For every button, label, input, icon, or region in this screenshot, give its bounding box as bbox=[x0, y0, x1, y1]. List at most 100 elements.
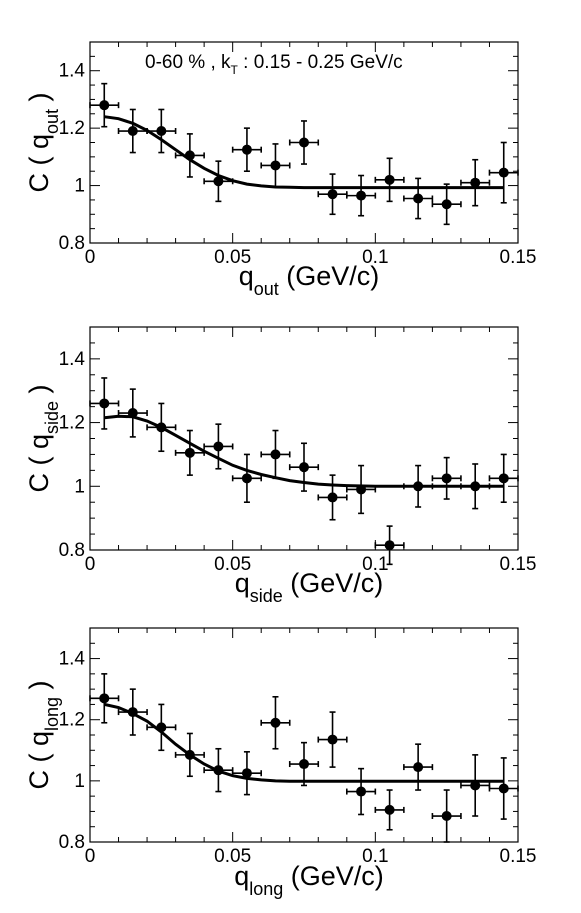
x-tick-label: 0.15 bbox=[500, 554, 537, 575]
data-marker bbox=[441, 199, 452, 210]
data-marker bbox=[327, 492, 338, 503]
data-point bbox=[460, 158, 491, 207]
x-axis-label: qout (GeV/c) bbox=[239, 261, 380, 299]
data-marker bbox=[384, 540, 395, 551]
data-marker bbox=[99, 100, 110, 111]
data-marker bbox=[498, 167, 509, 178]
data-marker bbox=[470, 177, 481, 188]
data-point bbox=[117, 688, 148, 736]
data-point bbox=[231, 751, 263, 796]
y-tick-label: 1.2 bbox=[59, 710, 85, 731]
data-point bbox=[117, 388, 148, 438]
y-tick-label: 1 bbox=[74, 176, 85, 197]
panel-side: 0 0.05 0.1 0.15 0.8 1 1.2 1.4 qside (GeV/c) C ( q… bbox=[24, 326, 537, 606]
x-tick-label: 0.05 bbox=[214, 554, 251, 575]
y-tick-label: 1.2 bbox=[59, 413, 85, 434]
data-marker bbox=[356, 484, 367, 495]
data-point bbox=[203, 747, 234, 793]
x-tick-label: 0.15 bbox=[500, 247, 537, 268]
y-tick-label: 1.4 bbox=[59, 349, 86, 370]
y-tick-label: 1 bbox=[74, 771, 85, 792]
data-marker bbox=[156, 722, 167, 733]
data-point bbox=[89, 377, 120, 430]
data-point bbox=[488, 757, 519, 820]
data-marker bbox=[241, 473, 252, 484]
data-point bbox=[488, 141, 519, 204]
data-point bbox=[345, 464, 377, 515]
data-point bbox=[146, 108, 177, 154]
plot-frame bbox=[89, 326, 519, 551]
x-tick-label: 0 bbox=[85, 554, 96, 575]
data-marker bbox=[498, 473, 509, 484]
x-tick-label: 0.05 bbox=[214, 846, 251, 867]
data-marker bbox=[441, 811, 452, 822]
data-marker bbox=[270, 449, 281, 460]
y-axis-label: C ( qside ) bbox=[24, 384, 62, 492]
data-marker bbox=[270, 717, 281, 728]
plot-frame bbox=[89, 627, 519, 843]
data-point bbox=[260, 429, 291, 480]
data-point bbox=[203, 423, 234, 470]
data-marker bbox=[384, 804, 395, 815]
data-marker bbox=[184, 447, 195, 458]
data-point bbox=[403, 177, 434, 220]
data-point bbox=[345, 767, 377, 816]
y-tick-label: 1.4 bbox=[59, 61, 86, 82]
data-point bbox=[288, 442, 320, 492]
data-marker bbox=[99, 693, 110, 704]
data-marker bbox=[156, 126, 167, 137]
data-marker bbox=[470, 481, 481, 492]
x-axis-label: qside (GeV/c) bbox=[235, 568, 384, 606]
data-marker bbox=[498, 783, 509, 794]
data-point bbox=[460, 754, 491, 817]
x-tick-label: 0.05 bbox=[214, 247, 251, 268]
y-tick-label: 1 bbox=[74, 476, 85, 497]
data-marker bbox=[213, 441, 224, 452]
data-point bbox=[317, 474, 348, 521]
y-tick-label: 0.8 bbox=[59, 832, 85, 853]
data-marker bbox=[156, 422, 167, 433]
data-point bbox=[231, 127, 263, 173]
data-point bbox=[288, 741, 320, 787]
data-point bbox=[403, 464, 434, 508]
data-marker bbox=[299, 462, 309, 473]
data-point bbox=[374, 525, 405, 566]
data-marker bbox=[213, 765, 224, 776]
data-point bbox=[288, 120, 320, 165]
data-point bbox=[146, 402, 177, 453]
data-point bbox=[117, 108, 148, 154]
y-axis-label: C ( qlong ) bbox=[24, 680, 62, 789]
data-point bbox=[403, 743, 434, 791]
data-point bbox=[374, 157, 405, 203]
data-point bbox=[431, 789, 462, 843]
centrality-kt-annotation: 0-60 % , kT : 0.15 - 0.25 GeV/c bbox=[145, 52, 403, 77]
data-marker bbox=[270, 160, 281, 171]
data-marker bbox=[213, 176, 224, 187]
data-marker bbox=[241, 768, 252, 779]
data-point bbox=[345, 174, 377, 217]
data-point bbox=[431, 456, 462, 500]
data-point bbox=[174, 133, 205, 178]
data-marker bbox=[470, 780, 481, 791]
data-marker bbox=[327, 189, 338, 200]
data-marker bbox=[299, 759, 309, 770]
data-marker bbox=[356, 786, 367, 797]
data-marker bbox=[413, 762, 424, 773]
data-marker bbox=[441, 473, 452, 484]
data-point bbox=[260, 695, 291, 750]
data-marker bbox=[184, 150, 195, 161]
x-tick-label: 0 bbox=[85, 247, 96, 268]
data-point bbox=[89, 82, 120, 128]
data-point bbox=[431, 183, 462, 226]
data-marker bbox=[384, 174, 395, 185]
data-point bbox=[203, 160, 234, 203]
data-marker bbox=[327, 734, 338, 745]
data-marker bbox=[99, 398, 110, 409]
data-point bbox=[460, 463, 491, 510]
data-point bbox=[231, 453, 263, 504]
data-point bbox=[174, 429, 205, 476]
data-point bbox=[146, 703, 177, 752]
y-axis-label: C ( qout ) bbox=[24, 92, 62, 192]
data-point bbox=[317, 711, 348, 768]
